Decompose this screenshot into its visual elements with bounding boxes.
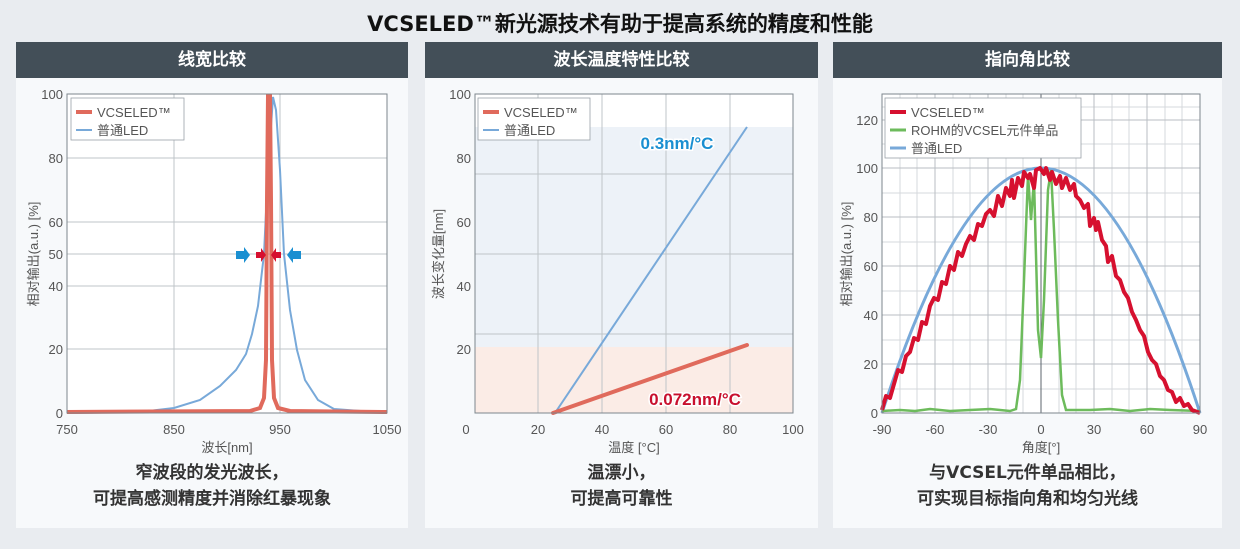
- svg-text:普通LED: 普通LED: [911, 141, 962, 156]
- panel-beam-angle: 指向角比较: [833, 42, 1222, 528]
- svg-text:0: 0: [871, 406, 878, 421]
- svg-text:20: 20: [531, 422, 545, 437]
- svg-text:角度[°]: 角度[°]: [1022, 440, 1060, 455]
- svg-text:0: 0: [56, 406, 63, 421]
- vcsel-single-curve: [881, 169, 1201, 413]
- caption: 与VCSEL元件单品相比， 可实现目标指向角和均匀光线: [833, 460, 1222, 512]
- svg-text:60: 60: [49, 215, 63, 230]
- svg-text:普通LED: 普通LED: [504, 123, 555, 138]
- svg-text:相对输出(a.u.) [%]: 相对输出(a.u.) [%]: [839, 202, 854, 307]
- legend: VCSELED™ 普通LED: [477, 97, 591, 141]
- svg-text:50: 50: [49, 247, 63, 262]
- svg-text:0: 0: [1037, 422, 1044, 437]
- svg-text:750: 750: [56, 422, 78, 437]
- vcseled-slope-label: 0.072nm/°C: [649, 390, 741, 409]
- svg-text:温度 [°C]: 温度 [°C]: [608, 440, 659, 455]
- svg-text:0: 0: [462, 422, 469, 437]
- panel-header: 波长温度特性比较: [425, 42, 818, 78]
- svg-text:850: 850: [163, 422, 185, 437]
- svg-text:60: 60: [864, 259, 878, 274]
- svg-text:VCSELED™: VCSELED™: [504, 105, 578, 120]
- vcseled-curve: [66, 94, 388, 414]
- svg-text:ROHM的VCSEL元件单品: ROHM的VCSEL元件单品: [911, 123, 1058, 138]
- svg-text:-90: -90: [873, 422, 892, 437]
- svg-text:60: 60: [659, 422, 673, 437]
- led-line: [554, 126, 748, 414]
- beam-angle-chart: VCSELED™ ROHM的VCSEL元件单品 普通LED 120 100 80…: [839, 93, 1207, 455]
- legend: VCSELED™ 普通LED: [70, 97, 185, 141]
- svg-text:80: 80: [49, 151, 63, 166]
- svg-text:40: 40: [457, 279, 471, 294]
- panel-header: 指向角比较: [833, 42, 1222, 78]
- panel-linewidth: 线宽比较 VCSELED™: [16, 42, 408, 528]
- svg-text:60: 60: [1140, 422, 1154, 437]
- svg-text:相对输出(a.u.) [%]: 相对输出(a.u.) [%]: [26, 202, 41, 307]
- svg-text:40: 40: [864, 308, 878, 323]
- caption-line-2: 可提高感测精度并消除红暴现象: [93, 489, 331, 509]
- caption: 温漂小， 可提高可靠性: [425, 460, 818, 512]
- caption-line-1: 温漂小，: [587, 463, 656, 483]
- svg-text:100: 100: [782, 422, 804, 437]
- svg-text:VCSELED™: VCSELED™: [911, 105, 985, 120]
- legend: VCSELED™ ROHM的VCSEL元件单品 普通LED: [884, 97, 1082, 159]
- fwhm-arrows: [236, 247, 301, 263]
- svg-text:波长变化量[nm]: 波长变化量[nm]: [431, 209, 446, 299]
- linewidth-chart: VCSELED™ 普通LED 100 80 60 50 40 20 0 750 …: [26, 87, 402, 455]
- panel-header: 线宽比较: [16, 42, 408, 78]
- svg-text:20: 20: [864, 357, 878, 372]
- svg-text:VCSELED™: VCSELED™: [97, 105, 171, 120]
- svg-text:1050: 1050: [373, 422, 402, 437]
- temperature-chart: 0.3nm/°C 0.072nm/°C VCSELED™ 普通LED 100 8…: [431, 87, 804, 455]
- svg-text:20: 20: [49, 342, 63, 357]
- svg-text:普通LED: 普通LED: [97, 123, 148, 138]
- svg-text:100: 100: [856, 161, 878, 176]
- caption-line-2: 可实现目标指向角和均匀光线: [917, 489, 1138, 509]
- svg-text:90: 90: [1193, 422, 1207, 437]
- svg-text:80: 80: [864, 210, 878, 225]
- page-title: VCSELED™新光源技术有助于提高系统的精度和性能: [367, 12, 873, 36]
- svg-text:-60: -60: [926, 422, 945, 437]
- vcseled-line: [551, 343, 749, 415]
- svg-text:80: 80: [723, 422, 737, 437]
- svg-text:80: 80: [457, 151, 471, 166]
- svg-text:-30: -30: [979, 422, 998, 437]
- caption-line-1: 与VCSEL元件单品相比，: [929, 463, 1126, 483]
- svg-text:120: 120: [856, 113, 878, 128]
- svg-text:30: 30: [1087, 422, 1101, 437]
- caption-line-1: 窄波段的发光波长，: [135, 463, 289, 483]
- svg-text:100: 100: [449, 87, 471, 102]
- svg-text:950: 950: [269, 422, 291, 437]
- svg-text:20: 20: [457, 342, 471, 357]
- svg-text:100: 100: [41, 87, 63, 102]
- svg-text:40: 40: [49, 279, 63, 294]
- caption-line-2: 可提高可靠性: [570, 489, 673, 509]
- panel-temperature: 波长温度特性比较 0.3nm/°C 0.072nm/°C VCSELED™ 普通…: [425, 42, 818, 528]
- led-slope-label: 0.3nm/°C: [641, 134, 714, 153]
- caption: 窄波段的发光波长， 可提高感测精度并消除红暴现象: [16, 460, 408, 512]
- svg-text:40: 40: [595, 422, 609, 437]
- vcseled-curve: [880, 166, 1201, 415]
- svg-text:60: 60: [457, 215, 471, 230]
- svg-text:波长[nm]: 波长[nm]: [201, 440, 252, 455]
